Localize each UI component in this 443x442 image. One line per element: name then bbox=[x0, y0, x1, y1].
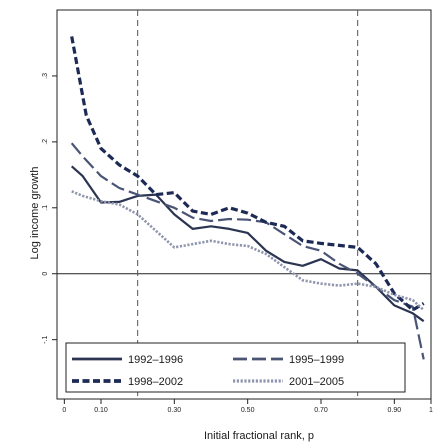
x-tick-label: 0.70 bbox=[314, 407, 328, 414]
legend-label: 2001–2005 bbox=[289, 376, 344, 388]
y-axis-title: Log income growth bbox=[29, 167, 41, 260]
x-tick-label: 0.90 bbox=[388, 407, 402, 414]
x-tick-label: 0.50 bbox=[241, 407, 255, 414]
x-tick-label: 1 bbox=[429, 407, 433, 414]
series-line-1995–1999 bbox=[70, 142, 425, 360]
plot-frame bbox=[56, 9, 432, 400]
series-line-1992–1996 bbox=[70, 165, 425, 323]
y-tick-label: .1 bbox=[42, 205, 49, 211]
y-tick-label: .3 bbox=[42, 73, 49, 79]
y-tick-label: -.1 bbox=[42, 335, 49, 343]
x-tick-label: 0 bbox=[62, 407, 66, 414]
y-tick-label: .2 bbox=[42, 139, 49, 145]
series-line-2001–2005 bbox=[71, 190, 425, 311]
legend-label: 1995–1999 bbox=[289, 354, 344, 366]
legend-label: 1992–1996 bbox=[128, 354, 183, 366]
legend-box bbox=[65, 342, 406, 393]
legend-label: 1998–2002 bbox=[128, 376, 183, 388]
y-tick-label: 0 bbox=[42, 272, 49, 276]
series-line-1998–2002 bbox=[70, 36, 425, 312]
x-tick-label: 0.10 bbox=[94, 407, 108, 414]
x-tick-label: 0.30 bbox=[168, 407, 182, 414]
x-axis-title: Initial fractional rank, p bbox=[204, 430, 314, 442]
